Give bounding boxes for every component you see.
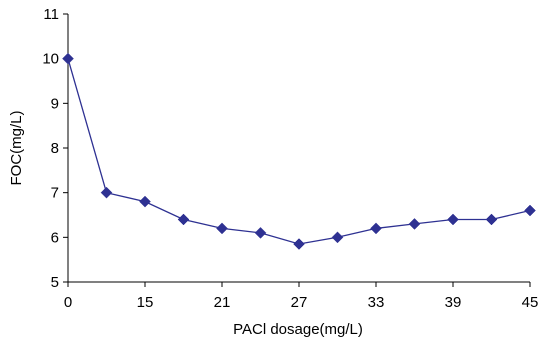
series-line: [67, 58, 531, 245]
y-ticks: 5 6 7 8 9 10 11: [42, 6, 68, 291]
data-point-marker: [216, 222, 228, 235]
data-point-marker: [331, 231, 344, 244]
x-tick-label: 0: [64, 294, 72, 311]
x-tick-label: 33: [368, 294, 385, 311]
series-group: [62, 52, 536, 250]
x-tick-label: 21: [214, 294, 231, 311]
x-tick-label: 39: [445, 294, 462, 311]
data-point-marker: [293, 238, 305, 250]
y-tick-label: 8: [51, 140, 59, 157]
x-tick-label: 27: [291, 294, 308, 311]
data-point-marker: [62, 52, 74, 65]
x-ticks: 0 15 21 27 33 39 45: [64, 282, 539, 311]
data-point-marker: [100, 186, 113, 199]
x-axis-title: PACl dosage(mg/L): [233, 321, 363, 338]
y-tick-label: 9: [51, 95, 59, 112]
x-tick-label: 15: [137, 294, 154, 311]
data-point-marker: [447, 213, 459, 226]
data-point-marker: [177, 213, 190, 226]
data-point-marker: [408, 218, 421, 230]
x-tick-label: 45: [522, 294, 539, 311]
y-tick-label: 6: [51, 229, 59, 246]
y-tick-label: 5: [51, 274, 59, 291]
y-tick-label: 11: [43, 6, 59, 23]
y-tick-label: 10: [42, 51, 59, 68]
data-point-marker: [485, 213, 498, 226]
data-point-marker: [254, 227, 267, 239]
y-tick-label: 7: [51, 185, 59, 202]
y-axis-title: FOC(mg/L): [8, 110, 25, 185]
data-point-marker: [139, 195, 151, 208]
data-point-marker: [370, 222, 382, 235]
data-point-marker: [524, 204, 536, 217]
